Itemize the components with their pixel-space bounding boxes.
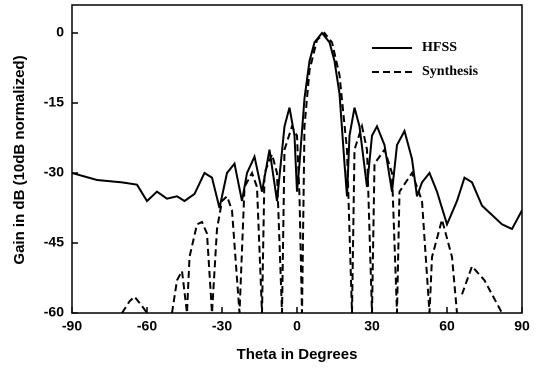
y-tick-label: -60 (44, 304, 64, 320)
y-tick-label: -15 (44, 94, 64, 110)
x-tick-label: 0 (293, 318, 301, 334)
legend-label: Synthesis (422, 64, 479, 79)
series-line (72, 31, 522, 231)
x-tick-label: -30 (212, 318, 232, 334)
y-tick-label: -45 (44, 234, 64, 250)
y-axis-title: Gain in dB (10dB normalized) (11, 55, 28, 264)
x-tick-label: 30 (364, 318, 380, 334)
x-tick-label: 60 (439, 318, 455, 334)
series-line (121, 31, 503, 313)
legend-label: HFSS (422, 40, 457, 55)
x-tick-label: -60 (137, 318, 157, 334)
y-tick-label: -30 (44, 164, 64, 180)
x-tick-label: -90 (62, 318, 82, 334)
x-tick-label: 90 (514, 318, 530, 334)
x-axis-title: Theta in Degrees (237, 346, 358, 363)
y-tick-label: 0 (56, 24, 64, 40)
plot-area (72, 31, 522, 313)
